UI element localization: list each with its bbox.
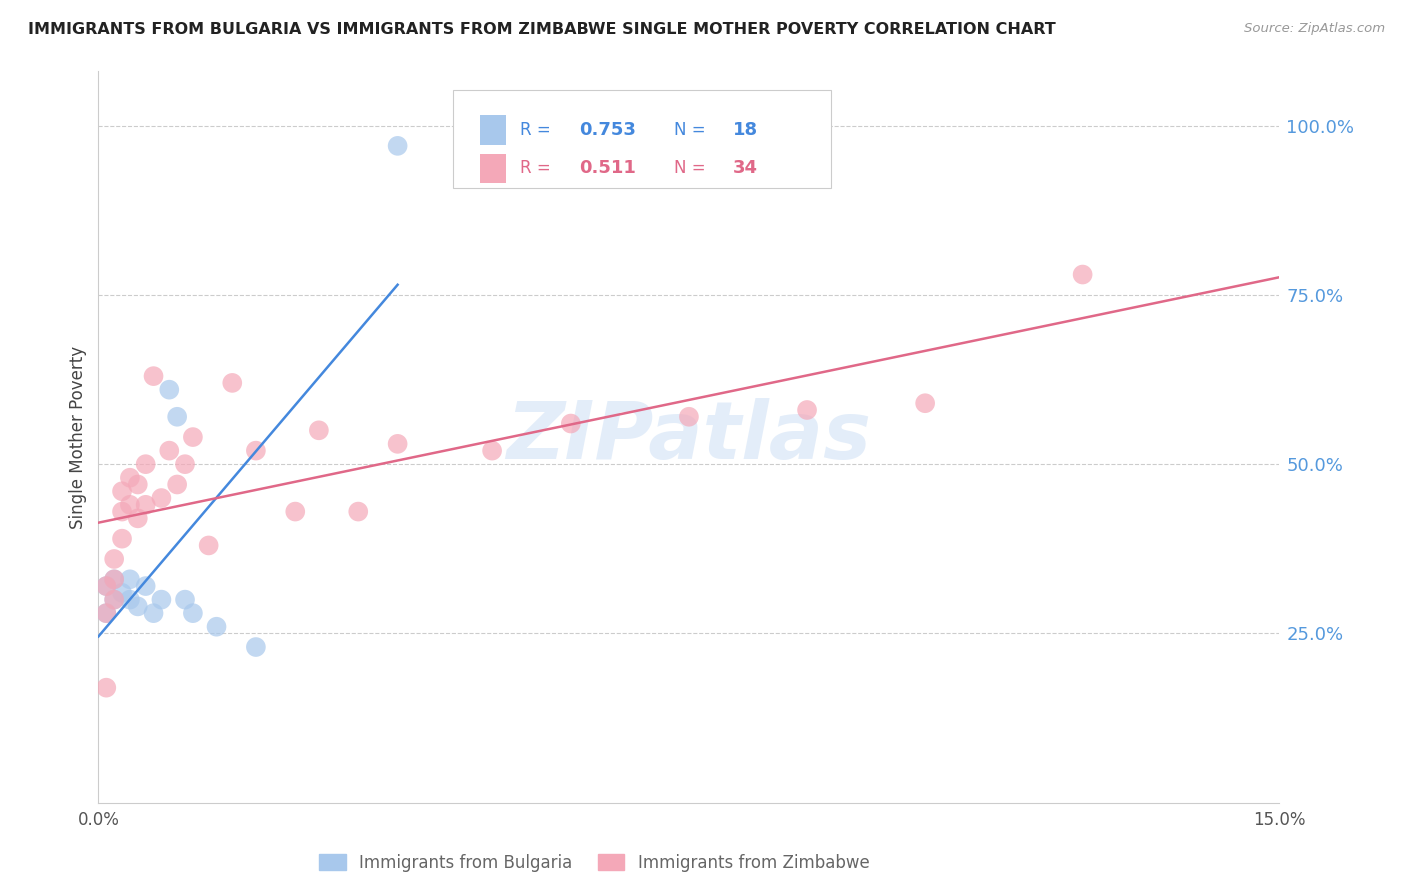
Point (150, 491, 173, 505)
Point (150, 592, 173, 607)
Point (127, 511, 149, 525)
Point (197, 538, 219, 552)
Point (347, 505, 370, 519)
Point (118, 471, 141, 485)
Text: 0.511: 0.511 (579, 160, 636, 178)
Point (181, 606, 204, 620)
Text: IMMIGRANTS FROM BULGARIA VS IMMIGRANTS FROM ZIMBABWE SINGLE MOTHER POVERTY CORRE: IMMIGRANTS FROM BULGARIA VS IMMIGRANTS F… (28, 22, 1056, 37)
Point (135, 579, 157, 593)
Point (205, 620, 228, 634)
Point (678, 409, 700, 424)
Point (796, 403, 818, 417)
Text: 18: 18 (733, 121, 758, 139)
Point (96, 606, 118, 620)
Point (481, 443, 503, 458)
Point (135, 457, 157, 471)
Point (245, 640, 267, 654)
Point (103, 572, 125, 586)
Text: ZIPatlas: ZIPatlas (506, 398, 872, 476)
Point (387, 139, 409, 153)
Point (387, 437, 409, 451)
Text: Source: ZipAtlas.com: Source: ZipAtlas.com (1244, 22, 1385, 36)
Point (245, 443, 267, 458)
Point (103, 592, 125, 607)
FancyBboxPatch shape (479, 115, 506, 145)
Point (284, 505, 307, 519)
Point (181, 430, 204, 444)
Point (166, 409, 188, 424)
Text: R =: R = (520, 160, 555, 178)
Point (118, 498, 141, 512)
Point (166, 477, 188, 491)
Point (96, 681, 118, 695)
Point (1071, 268, 1094, 282)
Point (118, 592, 141, 607)
Point (111, 484, 134, 499)
Point (96, 606, 118, 620)
Point (174, 592, 197, 607)
Point (142, 606, 165, 620)
Text: 0.753: 0.753 (579, 121, 636, 139)
Point (127, 599, 149, 614)
Y-axis label: Single Mother Poverty: Single Mother Poverty (69, 345, 87, 529)
Point (103, 572, 125, 586)
Point (127, 477, 149, 491)
Point (914, 396, 936, 410)
Text: N =: N = (673, 160, 710, 178)
Legend: Immigrants from Bulgaria, Immigrants from Zimbabwe: Immigrants from Bulgaria, Immigrants fro… (312, 847, 876, 879)
Point (157, 443, 180, 458)
Text: R =: R = (520, 121, 555, 139)
FancyBboxPatch shape (479, 153, 506, 183)
Point (118, 572, 141, 586)
Point (103, 552, 125, 566)
Text: 34: 34 (733, 160, 758, 178)
Point (560, 417, 582, 431)
Point (135, 498, 157, 512)
Point (103, 592, 125, 607)
Point (96, 579, 118, 593)
Point (221, 376, 243, 390)
Point (111, 505, 134, 519)
Point (111, 586, 134, 600)
Point (308, 423, 330, 437)
Point (96, 579, 118, 593)
Point (142, 369, 165, 384)
Text: N =: N = (673, 121, 710, 139)
Point (157, 383, 180, 397)
Point (111, 532, 134, 546)
FancyBboxPatch shape (453, 90, 831, 188)
Point (174, 457, 197, 471)
